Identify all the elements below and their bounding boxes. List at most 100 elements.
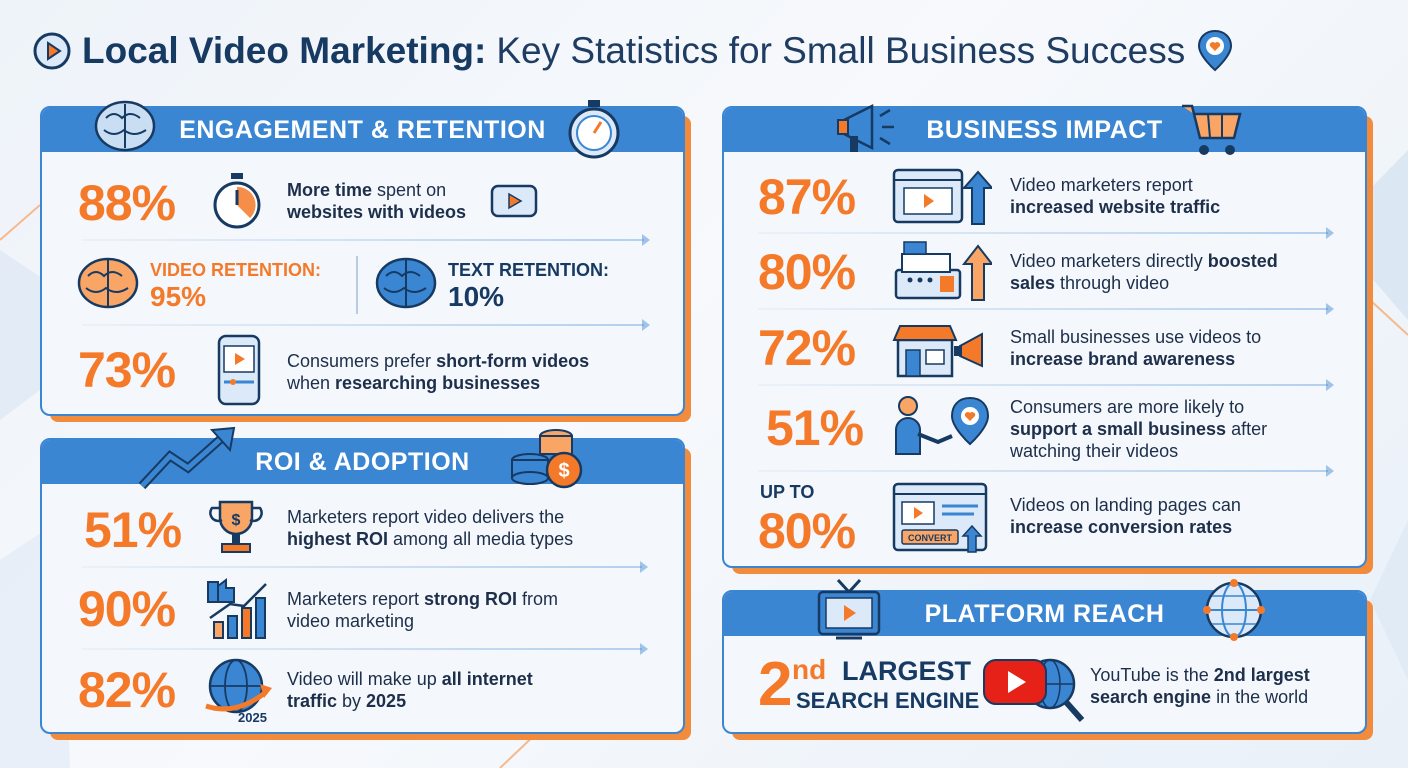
business-stat-row-2: 80% Video marketers directly boosted sal…: [724, 236, 1365, 308]
row-separator: [82, 234, 650, 246]
text-retention-value: 10%: [448, 281, 505, 312]
stat-description: Marketers report strong ROI from video m…: [287, 588, 558, 632]
business-stat-row-1: 87% Video marketers report increased web…: [724, 162, 1365, 232]
stat-description: Small businesses use videos to increase …: [1010, 326, 1261, 370]
platform-description: YouTube is the 2nd largest search engine…: [1090, 664, 1310, 708]
row-separator: [758, 227, 1334, 239]
location-heart-icon: [1198, 29, 1233, 72]
stat-description: Video marketers report increased website…: [1010, 174, 1220, 218]
stat-value: 82%: [78, 662, 176, 718]
text-bold: traffic: [287, 691, 338, 711]
storefront-icon: [892, 325, 983, 378]
roi-panel: ROI & ADOPTION $ 51% $ Marketers report …: [40, 426, 685, 734]
text: when: [287, 373, 336, 393]
brain-icon: [375, 257, 437, 309]
stat-value: 80%: [758, 503, 856, 559]
thumbs-up-chart-icon: [207, 578, 267, 639]
video-retention: VIDEO RETENTION: 95%: [150, 260, 321, 313]
stat-value: 51%: [766, 400, 864, 456]
roi-stat-row-2: 90% Marketers report strong ROI from vid…: [42, 572, 683, 646]
convert-badge: CONVERT: [908, 533, 953, 543]
text: YouTube is the: [1090, 665, 1214, 685]
row-separator: [758, 303, 1334, 315]
text-bold: support a small business: [1010, 419, 1227, 439]
text-bold: sales: [1010, 273, 1056, 293]
video-retention-value: 95%: [150, 281, 207, 312]
stat-description: Consumers are more likely to support a s…: [1010, 396, 1267, 462]
text-bold: researching businesses: [335, 373, 541, 393]
cash-register-icon: [894, 241, 992, 301]
text: in the world: [1211, 687, 1309, 707]
engagement-panel: ENGAGEMENT & RETENTION 88% More time spe…: [40, 100, 685, 416]
brain-icon: [77, 257, 139, 309]
handshake-location-icon: [895, 396, 990, 455]
video-retention-label: VIDEO RETENTION:: [150, 260, 322, 280]
business-stat-row-5: UP TO 80% CONVERT Videos on landing page…: [724, 478, 1365, 562]
text-bold: increased website traffic: [1010, 197, 1221, 217]
text-bold: highest ROI: [287, 529, 389, 549]
trophy-icon: $: [209, 500, 263, 553]
text-bold: websites with videos: [287, 202, 467, 222]
rank-suffix: nd: [792, 654, 827, 685]
text: watching their videos: [1010, 441, 1179, 461]
engagement-stat-row-1: 88% More time spent on websites with vid…: [42, 166, 683, 240]
stat-description: Videos on landing pages can increase con…: [1010, 494, 1241, 538]
page-title: Local Video Marketing: Key Statistics fo…: [32, 28, 1235, 74]
business-panel: BUSINESS IMPACT 87% Video marketers repo…: [722, 103, 1367, 568]
engagement-stat-row-3: 73% Consumers prefer short-form videos w…: [42, 330, 683, 410]
text: Marketers report video delivers the: [287, 507, 565, 527]
globe-network-icon: [1203, 579, 1265, 641]
landing-page-icon: [892, 482, 988, 553]
svg-text:$: $: [558, 460, 569, 482]
text-bold: More time: [287, 180, 373, 200]
text-bold: increase brand awareness: [1010, 349, 1236, 369]
text: after: [1226, 419, 1268, 439]
text: Videos on landing pages can: [1010, 495, 1241, 515]
business-heading: BUSINESS IMPACT: [724, 108, 1365, 152]
text: Video marketers directly: [1010, 251, 1208, 271]
row-separator: [82, 319, 650, 331]
tv-icon: [817, 578, 881, 640]
play-circle-icon: [33, 32, 71, 70]
text-retention-label: TEXT RETENTION:: [448, 260, 609, 280]
rank-number: 2: [758, 650, 793, 719]
text-bold: 2nd largest: [1213, 665, 1310, 685]
row-separator: [758, 465, 1334, 477]
roi-stat-row-1: 51% $ Marketers report video delivers th…: [42, 494, 683, 566]
text: spent on: [372, 180, 447, 200]
row-separator: [758, 379, 1334, 391]
stat-description: More time spent on websites with videos: [287, 179, 466, 223]
globe-arrow-icon: [205, 658, 272, 714]
text-bold: short-form videos: [436, 351, 590, 371]
smartphone-video-icon: [217, 334, 261, 406]
text: Video will make up: [287, 669, 442, 689]
text-bold: search engine: [1090, 687, 1212, 707]
coins-icon: $: [511, 429, 583, 489]
brain-icon: [94, 100, 156, 152]
stat-value: 90%: [78, 581, 176, 637]
search-engine-label: SEARCH ENGINE: [796, 688, 980, 713]
stat-value: 72%: [758, 320, 856, 376]
stat-value: 80%: [758, 244, 856, 300]
stat-prefix: UP TO: [760, 482, 815, 502]
row-separator: [82, 561, 648, 573]
business-stat-row-4: 51% Consumers are more likely to support…: [724, 388, 1365, 468]
stat-description: Video marketers directly boosted sales t…: [1010, 250, 1278, 294]
play-button-icon: [490, 184, 538, 218]
text: video marketing: [287, 611, 415, 631]
svg-text:$: $: [232, 512, 241, 529]
stopwatch-icon: [213, 173, 261, 229]
text-bold: 2025: [366, 691, 407, 711]
text-bold: increase conversion rates: [1010, 517, 1233, 537]
business-stat-row-3: 72% Small businesses use videos to incre…: [724, 312, 1365, 384]
text-bold: boosted: [1207, 251, 1278, 271]
title-rest: Key Statistics for Small Business Succes…: [496, 30, 1186, 71]
stat-description: Consumers prefer short-form videos when …: [287, 350, 589, 394]
stat-value: 73%: [78, 342, 176, 398]
browser-video-icon: [892, 168, 992, 225]
roi-stat-row-3: 82% 2025 Video will make up all internet…: [42, 652, 683, 728]
text: Video marketers report: [1010, 175, 1193, 195]
stat-value: 51%: [84, 502, 182, 558]
platform-panel: PLATFORM REACH 2 nd LARGEST SEARCH ENGIN…: [722, 578, 1367, 734]
stat-description: Marketers report video delivers the high…: [287, 506, 573, 550]
